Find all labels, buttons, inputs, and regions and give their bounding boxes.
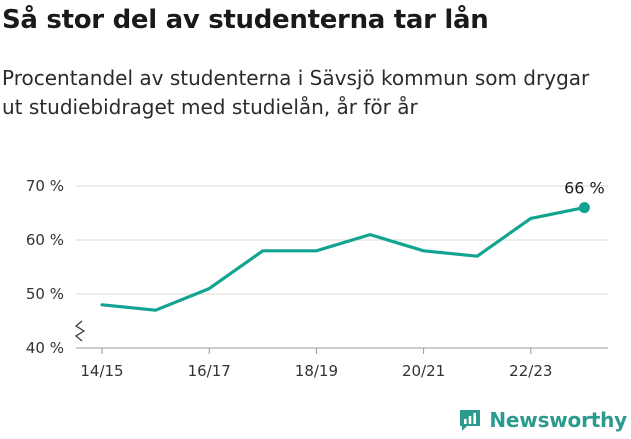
series-line-0 — [100, 206, 587, 312]
data-point-last — [578, 202, 590, 214]
x-tick-label-16-17: 16/17 — [188, 362, 231, 380]
brand-logo: Newsworthy — [457, 407, 627, 433]
brand-name: Newsworthy — [489, 408, 627, 432]
y-tick-label-40: 40 % — [26, 339, 64, 357]
axis-break — [74, 320, 86, 342]
x-tick-label-14-15: 14/15 — [80, 362, 123, 380]
chart-subtitle: Procentandel av studenterna i Sävsjö kom… — [2, 66, 590, 119]
y-tick-label-70: 70 % — [26, 177, 64, 195]
y-tick-label-50: 50 % — [26, 285, 64, 303]
newsworthy-logo-icon — [460, 410, 481, 431]
x-tick-label-22-23: 22/23 — [509, 362, 552, 380]
annotations: 66 % — [564, 179, 605, 198]
x-tick-label-20-21: 20/21 — [402, 362, 445, 380]
data-points — [578, 202, 590, 214]
axis-break-mark — [74, 320, 86, 342]
data-label-0: 66 % — [564, 179, 605, 198]
series-lines — [100, 206, 587, 312]
x-axis: 14/15 16/17 18/19 20/21 22/23 — [76, 347, 608, 380]
grid-lines — [76, 185, 608, 295]
y-tick-labels: 40 % 50 % 60 % 70 % — [26, 177, 64, 357]
x-tick-label-18-19: 18/19 — [295, 362, 338, 380]
y-tick-label-60: 60 % — [26, 231, 64, 249]
chart-title: Så stor del av studenterna tar lån — [2, 5, 489, 35]
